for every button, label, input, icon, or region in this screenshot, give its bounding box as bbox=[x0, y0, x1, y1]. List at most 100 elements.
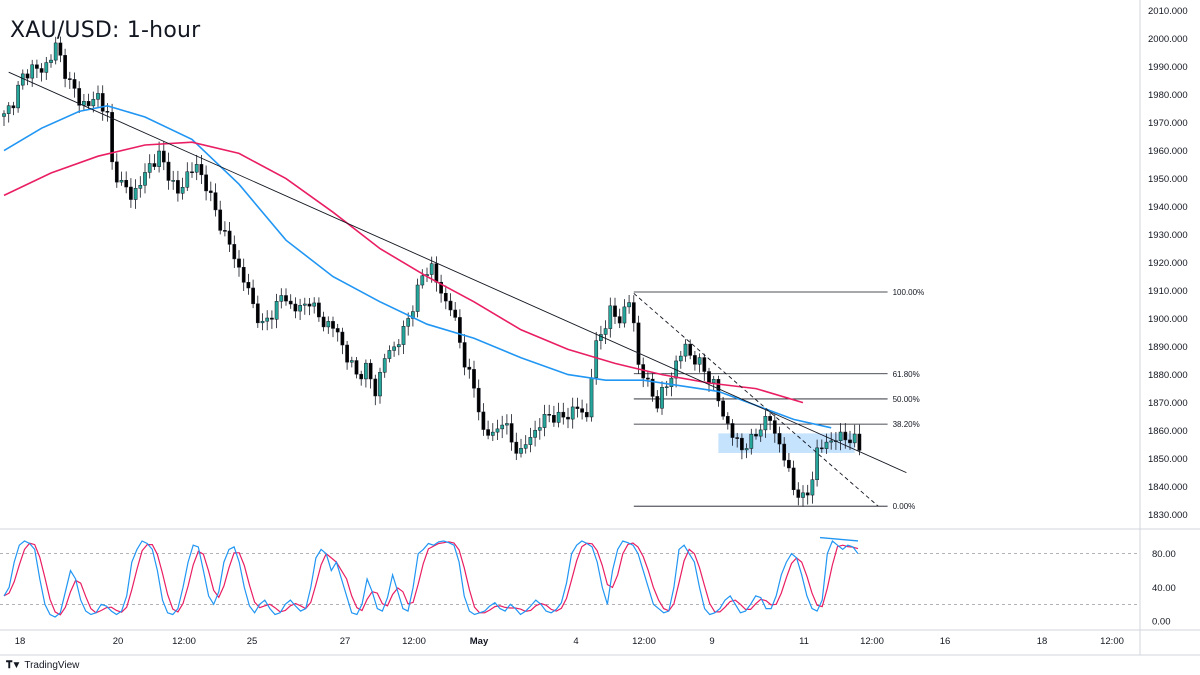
candle-body bbox=[30, 64, 35, 79]
candle-body bbox=[678, 355, 683, 362]
stoch-tick-label: 80.00 bbox=[1152, 549, 1176, 560]
candle-body bbox=[152, 163, 157, 167]
candle-body bbox=[763, 416, 768, 431]
candle-body bbox=[810, 479, 815, 496]
candle-body bbox=[824, 441, 829, 449]
time-tick-label: 12:00 bbox=[860, 636, 884, 647]
candle-body bbox=[35, 64, 39, 69]
candle-body bbox=[829, 440, 834, 443]
candle-body bbox=[63, 55, 67, 79]
candle-body bbox=[693, 355, 697, 365]
candle-body bbox=[382, 358, 387, 373]
candle-body bbox=[476, 387, 481, 413]
descending-trendline bbox=[8, 71, 907, 474]
time-tick-label: 12:00 bbox=[172, 636, 196, 647]
price-tick-label: 1920.000 bbox=[1148, 258, 1188, 269]
candle-body bbox=[622, 306, 627, 324]
price-tick-label: 1830.000 bbox=[1148, 510, 1188, 521]
candle-body bbox=[754, 433, 758, 437]
price-tick-label: 1900.000 bbox=[1148, 314, 1188, 325]
candle-body bbox=[655, 396, 660, 409]
candle-body bbox=[566, 416, 570, 420]
candle-body bbox=[157, 150, 161, 167]
candle-body bbox=[359, 373, 364, 380]
candle-body bbox=[613, 305, 617, 317]
candle-body bbox=[166, 161, 171, 181]
candle-body bbox=[378, 372, 382, 397]
candle-body bbox=[523, 444, 528, 449]
candle-body bbox=[44, 62, 49, 73]
price-tick-label: 2010.000 bbox=[1148, 6, 1188, 17]
candle-body bbox=[194, 164, 199, 173]
candle-body bbox=[805, 492, 810, 496]
candle-body bbox=[429, 263, 434, 275]
candle-body bbox=[204, 174, 208, 192]
candle-body bbox=[387, 350, 392, 359]
candle-body bbox=[584, 412, 589, 418]
candle-body bbox=[321, 316, 326, 328]
candle-body bbox=[223, 230, 227, 232]
candle-body bbox=[716, 379, 721, 402]
time-tick-label: 18 bbox=[15, 636, 26, 647]
tradingview-logo-icon: 𝐓▼ bbox=[6, 660, 21, 671]
candle-body bbox=[265, 317, 270, 322]
time-tick-label: 20 bbox=[113, 636, 124, 647]
candle-body bbox=[495, 428, 500, 433]
candle-body bbox=[119, 180, 124, 183]
candle-body bbox=[138, 185, 143, 189]
candle-body bbox=[302, 303, 307, 306]
candle-body bbox=[838, 431, 843, 441]
candle-body bbox=[819, 447, 824, 450]
time-tick-label: 4 bbox=[573, 636, 578, 647]
candle-body bbox=[161, 150, 166, 163]
candle-body bbox=[434, 263, 439, 283]
candle-body bbox=[650, 378, 655, 397]
candle-body bbox=[458, 317, 462, 343]
candle-body bbox=[312, 302, 317, 307]
candle-body bbox=[599, 334, 603, 341]
candle-body bbox=[171, 180, 176, 182]
candle-body bbox=[631, 302, 636, 324]
candle-body bbox=[801, 492, 805, 498]
price-tick-label: 1850.000 bbox=[1148, 454, 1188, 465]
ema-slow-line bbox=[3, 141, 804, 404]
candle-body bbox=[53, 42, 58, 61]
candle-body bbox=[561, 411, 566, 418]
fib-level-label: 100.00% bbox=[893, 288, 925, 297]
candle-body bbox=[453, 309, 458, 318]
candle-body bbox=[683, 343, 688, 357]
candle-body bbox=[86, 101, 91, 107]
candle-body bbox=[411, 311, 415, 319]
time-tick-label: 12:00 bbox=[1100, 636, 1124, 647]
resistance-zone bbox=[718, 433, 855, 453]
candle-body bbox=[237, 258, 241, 268]
candle-body bbox=[77, 88, 82, 106]
candle-body bbox=[542, 414, 547, 428]
candle-body bbox=[49, 59, 53, 63]
axes: 2010.000 2000.000 1990.000 1980.000 1970.000… bbox=[15, 6, 1188, 647]
candle-body bbox=[91, 99, 96, 107]
candle-body bbox=[326, 321, 331, 328]
time-tick-label: 11 bbox=[799, 636, 809, 647]
candle-body bbox=[725, 416, 730, 424]
price-tick-label: 1950.000 bbox=[1148, 174, 1188, 185]
candle-body bbox=[255, 303, 260, 324]
candle-body bbox=[467, 366, 472, 370]
candle-body bbox=[505, 423, 509, 426]
candle-body bbox=[646, 377, 650, 380]
divergence-line bbox=[819, 536, 859, 542]
candle-body bbox=[100, 93, 105, 112]
candle-body bbox=[129, 186, 133, 200]
price-tick-label: 1960.000 bbox=[1148, 146, 1188, 157]
candle-body bbox=[340, 331, 345, 346]
price-tick-label: 1890.000 bbox=[1148, 342, 1188, 353]
candle-body bbox=[641, 364, 646, 379]
candle-body bbox=[589, 377, 594, 418]
candle-body bbox=[190, 171, 194, 174]
fib-level-label: 0.00% bbox=[893, 502, 916, 511]
stoch-k-line bbox=[3, 540, 859, 618]
candle-body bbox=[848, 439, 852, 444]
candle-body bbox=[735, 437, 740, 439]
candle-body bbox=[547, 414, 552, 416]
candle-body bbox=[570, 406, 575, 420]
